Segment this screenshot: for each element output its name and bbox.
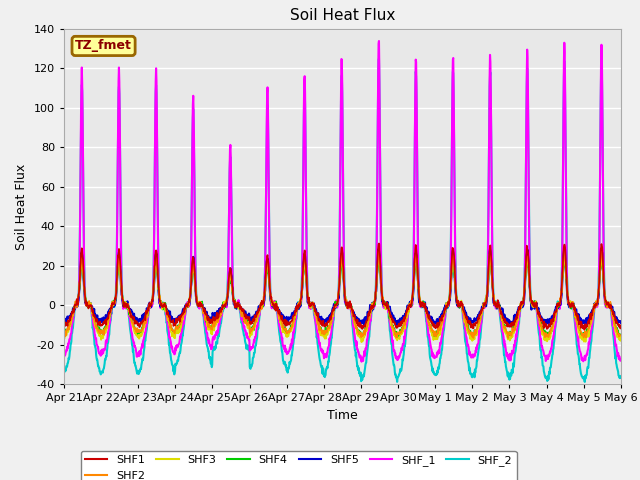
SHF3 <box>552 312 559 317</box>
SHF2 <box>60 329 68 335</box>
SHF_1 <box>358 359 365 364</box>
SHF3 <box>184 300 191 306</box>
SHF4 <box>502 330 510 336</box>
SHF_1 <box>60 351 68 357</box>
SHF_2 <box>170 372 178 377</box>
SHF3 <box>358 339 365 345</box>
SHF2 <box>246 330 254 336</box>
SHF5 <box>184 302 191 308</box>
SHF4 <box>246 329 254 335</box>
SHF4 <box>170 331 178 336</box>
Y-axis label: Soil Heat Flux: Soil Heat Flux <box>15 163 28 250</box>
SHF5 <box>561 245 568 251</box>
SHF_1 <box>429 355 437 360</box>
SHF1 <box>184 303 191 309</box>
SHF3 <box>617 333 625 339</box>
SHF4 <box>184 304 191 310</box>
SHF4 <box>394 336 401 341</box>
Line: SHF4: SHF4 <box>64 260 621 338</box>
Line: SHF_2: SHF_2 <box>64 59 621 382</box>
SHF5 <box>577 323 585 328</box>
SHF_2 <box>375 56 383 61</box>
SHF4 <box>375 257 383 263</box>
SHF_1 <box>617 357 625 362</box>
SHF_1 <box>170 351 178 357</box>
SHF2 <box>561 248 568 254</box>
SHF3 <box>246 329 254 335</box>
SHF_2 <box>617 375 625 381</box>
Line: SHF2: SHF2 <box>64 251 621 338</box>
SHF5 <box>246 316 254 322</box>
SHF_1 <box>502 350 510 356</box>
SHF_2 <box>60 369 68 374</box>
SHF2 <box>504 335 512 341</box>
SHF_2 <box>184 302 191 308</box>
Text: TZ_fmet: TZ_fmet <box>75 39 132 52</box>
SHF1 <box>551 310 559 315</box>
Line: SHF_1: SHF_1 <box>64 41 621 361</box>
SHF2 <box>617 333 625 338</box>
SHF1 <box>429 322 437 327</box>
Line: SHF3: SHF3 <box>64 255 621 342</box>
Line: SHF5: SHF5 <box>64 248 621 325</box>
SHF2 <box>170 330 178 336</box>
SHF5 <box>551 309 559 314</box>
SHF_2 <box>429 370 437 375</box>
SHF1 <box>375 240 383 246</box>
SHF3 <box>375 252 383 258</box>
SHF1 <box>580 327 588 333</box>
SHF5 <box>617 320 625 325</box>
SHF_1 <box>184 304 191 310</box>
SHF2 <box>502 326 509 332</box>
SHF2 <box>429 328 436 334</box>
SHF_1 <box>375 38 383 44</box>
SHF4 <box>429 332 437 337</box>
SHF4 <box>60 329 68 335</box>
Title: Soil Heat Flux: Soil Heat Flux <box>290 9 395 24</box>
SHF_2 <box>551 327 559 333</box>
SHF3 <box>429 337 437 343</box>
SHF4 <box>552 311 559 316</box>
SHF_1 <box>246 347 254 352</box>
SHF_2 <box>246 365 254 371</box>
SHF1 <box>617 323 625 329</box>
SHF5 <box>429 317 436 323</box>
SHF1 <box>246 320 254 326</box>
SHF1 <box>60 319 68 325</box>
SHF3 <box>170 335 178 341</box>
X-axis label: Time: Time <box>327 408 358 421</box>
Line: SHF1: SHF1 <box>64 243 621 330</box>
SHF3 <box>60 333 68 338</box>
SHF5 <box>502 316 509 322</box>
SHF2 <box>184 304 191 310</box>
SHF3 <box>502 332 510 337</box>
SHF5 <box>170 319 178 324</box>
Legend: SHF1, SHF2, SHF3, SHF4, SHF5, SHF_1, SHF_2: SHF1, SHF2, SHF3, SHF4, SHF5, SHF_1, SHF… <box>81 451 516 480</box>
SHF1 <box>502 320 509 326</box>
SHF_2 <box>581 379 589 385</box>
SHF_2 <box>502 363 509 369</box>
SHF_1 <box>552 322 559 328</box>
SHF2 <box>551 311 559 316</box>
SHF1 <box>170 321 178 326</box>
SHF5 <box>60 318 68 324</box>
SHF4 <box>617 333 625 338</box>
